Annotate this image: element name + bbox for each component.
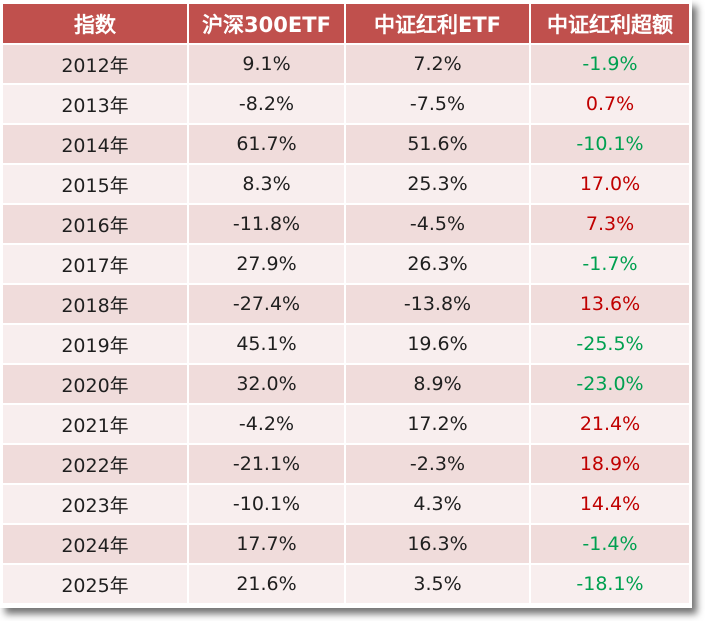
year-cell: 2022年 [3, 444, 189, 485]
table-row: 2021年 -4.2% 17.2% 21.4% [3, 404, 689, 445]
year-cell: 2013年 [3, 84, 189, 125]
excess-cell: -1.9% [530, 44, 689, 85]
year-cell: 2017年 [3, 244, 189, 285]
table-frame: 指数 沪深300ETF 中证红利ETF 中证红利超额 2012年 9.1% 7.2%… [3, 4, 689, 605]
year-cell: 2012年 [3, 44, 189, 85]
hs300-cell: 17.7% [188, 524, 346, 565]
dividend-cell: -7.5% [345, 84, 531, 125]
year-cell: 2021年 [3, 404, 189, 445]
table-row: 2019年 45.1% 19.6% -25.5% [3, 324, 689, 365]
year-cell: 2016年 [3, 204, 189, 245]
table-row: 2013年 -8.2% -7.5% 0.7% [3, 84, 689, 125]
table-row: 2025年 21.6% 3.5% -18.1% [3, 564, 689, 605]
hs300-cell: -4.2% [188, 404, 346, 445]
excess-cell: -1.4% [530, 524, 689, 565]
hs300-cell: -10.1% [188, 484, 346, 525]
hs300-cell: -21.1% [188, 444, 346, 485]
table-row: 2022年 -21.1% -2.3% 18.9% [3, 444, 689, 485]
header-row: 指数 沪深300ETF 中证红利ETF 中证红利超额 [3, 4, 689, 45]
year-cell: 2014年 [3, 124, 189, 165]
table-row: 2020年 32.0% 8.9% -23.0% [3, 364, 689, 405]
table-row: 2017年 27.9% 26.3% -1.7% [3, 244, 689, 285]
header-hs300-etf: 沪深300ETF [188, 4, 346, 45]
year-cell: 2025年 [3, 564, 189, 605]
dividend-cell: 7.2% [345, 44, 531, 85]
table-body: 2012年 9.1% 7.2% -1.9% 2013年 -8.2% -7.5% 0.7% 201… [3, 44, 689, 605]
year-cell: 2023年 [3, 484, 189, 525]
table-row: 2012年 9.1% 7.2% -1.9% [3, 44, 689, 85]
table-row: 2018年 -27.4% -13.8% 13.6% [3, 284, 689, 325]
year-cell: 2019年 [3, 324, 189, 365]
excess-cell: 21.4% [530, 404, 689, 445]
header-index: 指数 [3, 4, 189, 45]
dividend-cell: 16.3% [345, 524, 531, 565]
year-cell: 2018年 [3, 284, 189, 325]
dividend-cell: 8.9% [345, 364, 531, 405]
dividend-cell: -4.5% [345, 204, 531, 245]
hs300-cell: -27.4% [188, 284, 346, 325]
excess-cell: -25.5% [530, 324, 689, 365]
year-cell: 2015年 [3, 164, 189, 205]
hs300-cell: -8.2% [188, 84, 346, 125]
dividend-cell: 3.5% [345, 564, 531, 605]
excess-cell: 18.9% [530, 444, 689, 485]
hs300-cell: 45.1% [188, 324, 346, 365]
dividend-cell: -2.3% [345, 444, 531, 485]
header-dividend-excess: 中证红利超额 [530, 4, 689, 45]
excess-cell: -1.7% [530, 244, 689, 285]
table-row: 2015年 8.3% 25.3% 17.0% [3, 164, 689, 205]
dividend-cell: -13.8% [345, 284, 531, 325]
dividend-cell: 17.2% [345, 404, 531, 445]
hs300-cell: 21.6% [188, 564, 346, 605]
excess-cell: 0.7% [530, 84, 689, 125]
table-row: 2024年 17.7% 16.3% -1.4% [3, 524, 689, 565]
excess-cell: 13.6% [530, 284, 689, 325]
hs300-cell: 32.0% [188, 364, 346, 405]
excess-cell: 17.0% [530, 164, 689, 205]
returns-table: 指数 沪深300ETF 中证红利ETF 中证红利超额 2012年 9.1% 7.2%… [3, 4, 689, 605]
hs300-cell: -11.8% [188, 204, 346, 245]
excess-cell: 7.3% [530, 204, 689, 245]
dividend-cell: 4.3% [345, 484, 531, 525]
excess-cell: -10.1% [530, 124, 689, 165]
year-cell: 2020年 [3, 364, 189, 405]
dividend-cell: 51.6% [345, 124, 531, 165]
dividend-cell: 25.3% [345, 164, 531, 205]
table-row: 2016年 -11.8% -4.5% 7.3% [3, 204, 689, 245]
dividend-cell: 26.3% [345, 244, 531, 285]
hs300-cell: 61.7% [188, 124, 346, 165]
hs300-cell: 27.9% [188, 244, 346, 285]
excess-cell: -23.0% [530, 364, 689, 405]
dividend-cell: 19.6% [345, 324, 531, 365]
table-row: 2023年 -10.1% 4.3% 14.4% [3, 484, 689, 525]
hs300-cell: 8.3% [188, 164, 346, 205]
table-row: 2014年 61.7% 51.6% -10.1% [3, 124, 689, 165]
hs300-cell: 9.1% [188, 44, 346, 85]
excess-cell: -18.1% [530, 564, 689, 605]
header-dividend-etf: 中证红利ETF [345, 4, 531, 45]
excess-cell: 14.4% [530, 484, 689, 525]
year-cell: 2024年 [3, 524, 189, 565]
